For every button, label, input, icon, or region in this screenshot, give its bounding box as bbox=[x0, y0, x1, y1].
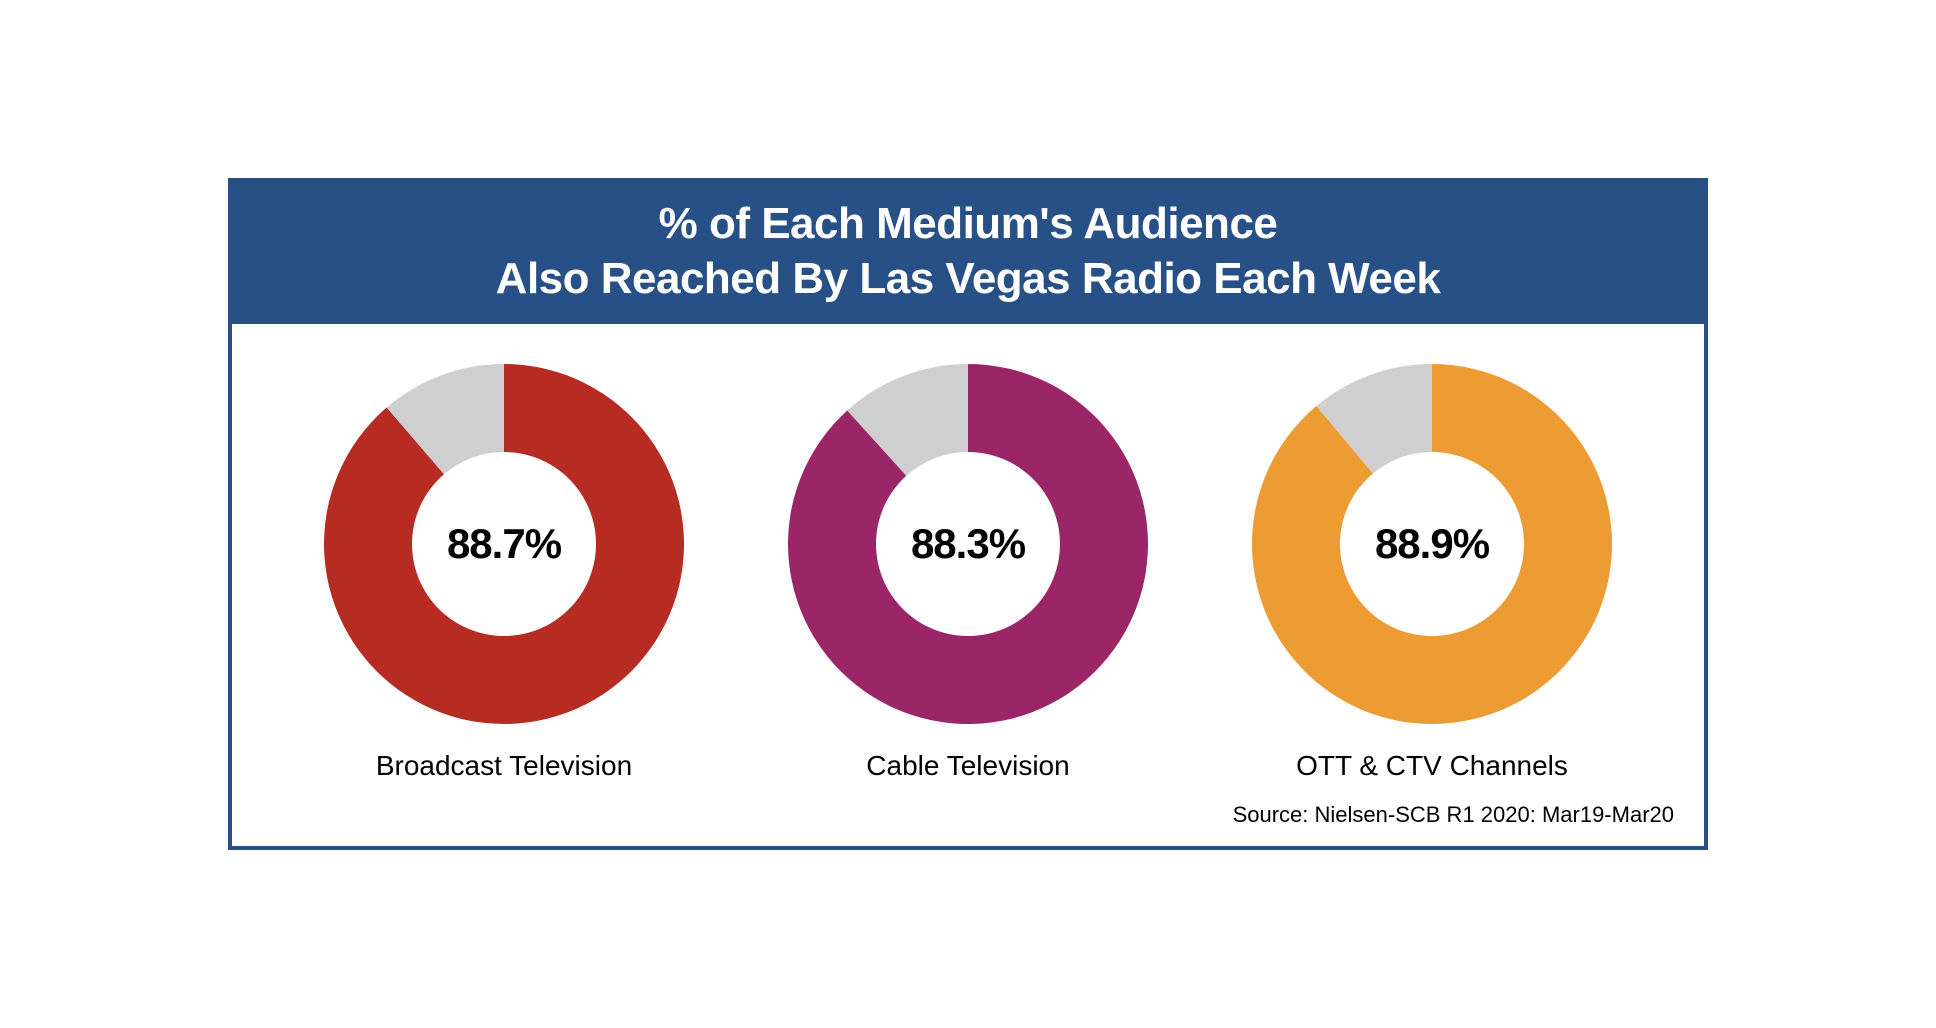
donut-percent-label: 88.9% bbox=[1375, 520, 1489, 568]
chart-title: % of Each Medium's Audience Also Reached… bbox=[252, 196, 1684, 306]
donut-cable: 88.3% Cable Television bbox=[758, 354, 1178, 782]
chart-container: % of Each Medium's Audience Also Reached… bbox=[228, 178, 1708, 850]
donut-percent-label: 88.3% bbox=[911, 520, 1025, 568]
title-line-1: % of Each Medium's Audience bbox=[659, 199, 1278, 248]
donut-svg-wrap: 88.3% bbox=[778, 354, 1158, 734]
donut-caption: Broadcast Television bbox=[376, 750, 632, 782]
donut-caption: Cable Television bbox=[866, 750, 1069, 782]
title-line-2: Also Reached By Las Vegas Radio Each Wee… bbox=[496, 254, 1441, 303]
charts-row: 88.7% Broadcast Television 88.3% Cable T… bbox=[232, 324, 1704, 792]
donut-svg-wrap: 88.9% bbox=[1242, 354, 1622, 734]
source-text: Source: Nielsen-SCB R1 2020: Mar19-Mar20 bbox=[232, 792, 1704, 846]
title-bar: % of Each Medium's Audience Also Reached… bbox=[232, 182, 1704, 324]
donut-ott: 88.9% OTT & CTV Channels bbox=[1222, 354, 1642, 782]
donut-caption: OTT & CTV Channels bbox=[1296, 750, 1568, 782]
donut-broadcast: 88.7% Broadcast Television bbox=[294, 354, 714, 782]
donut-svg-wrap: 88.7% bbox=[314, 354, 694, 734]
donut-percent-label: 88.7% bbox=[447, 520, 561, 568]
